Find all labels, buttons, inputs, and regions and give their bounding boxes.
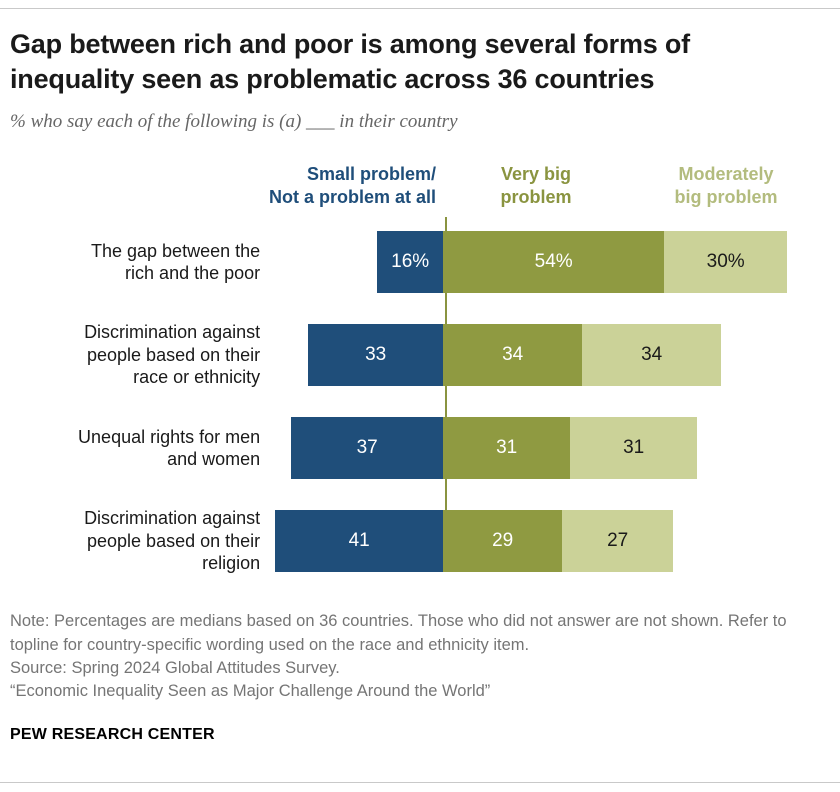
bar-value-label: 27 bbox=[607, 530, 629, 552]
bar-chart: The gap between the rich and the poor 16%… bbox=[10, 217, 830, 574]
legend-moderately-big-problem-line1: Moderately bbox=[678, 164, 774, 185]
chart-row: Unequal rights for men and women 37 31 31 bbox=[10, 417, 830, 480]
legend-moderately-big-problem-line2: big problem bbox=[674, 186, 778, 207]
bar-segment-moderately-big-problem: 34 bbox=[582, 324, 722, 387]
bar-value-label: 34 bbox=[502, 344, 524, 366]
bar-segment-very-big-problem: 54% bbox=[443, 231, 665, 294]
chart-title: Gap between rich and poor is among sever… bbox=[10, 29, 690, 95]
legend-very-big-problem-line1: Very big bbox=[500, 164, 572, 185]
bar-segment-very-big-problem: 31 bbox=[443, 417, 571, 480]
legend-small-problem-line2: Not a problem at all bbox=[268, 186, 436, 207]
bar-value-label: 16% bbox=[391, 251, 430, 273]
bar-segment-moderately-big-problem: 27 bbox=[562, 510, 674, 573]
note-text: Note: Percentages are medians based on 3… bbox=[10, 612, 787, 654]
bar-segment-small-problem: 16% bbox=[377, 231, 444, 294]
bar-area: 33 34 34 bbox=[274, 324, 830, 387]
chart-subtitle: % who say each of the following is (a) _… bbox=[10, 111, 458, 133]
bar-value-label: 30% bbox=[706, 251, 745, 273]
source-text: Source: Spring 2024 Global Attitudes Sur… bbox=[10, 659, 340, 678]
top-rule bbox=[0, 8, 840, 9]
report-title-text: “Economic Inequality Seen as Major Chall… bbox=[10, 682, 491, 701]
category-label: The gap between the rich and the poor bbox=[91, 240, 261, 284]
bar-segment-very-big-problem: 29 bbox=[443, 510, 563, 573]
axis-divider-line bbox=[445, 217, 447, 573]
legend-very-big-problem: Very big problem bbox=[436, 163, 636, 208]
bar-value-label: 29 bbox=[492, 530, 514, 552]
bar-segment-small-problem: 41 bbox=[275, 510, 444, 573]
bottom-rule bbox=[0, 782, 840, 783]
bar-value-label: 31 bbox=[623, 437, 645, 459]
bar-value-label: 31 bbox=[496, 437, 518, 459]
bar-area: 37 31 31 bbox=[274, 417, 830, 480]
category-label: Discrimination against people based on t… bbox=[84, 508, 261, 574]
chart-row: Discrimination against people based on t… bbox=[10, 508, 830, 574]
bar-area: 16% 54% 30% bbox=[274, 231, 830, 294]
bar-value-label: 54% bbox=[534, 251, 573, 273]
bar-value-label: 33 bbox=[365, 344, 387, 366]
chart-notes: Note: Percentages are medians based on 3… bbox=[10, 610, 826, 704]
category-label: Unequal rights for men and women bbox=[78, 426, 261, 470]
legend: Small problem/ Not a problem at all Very… bbox=[269, 163, 836, 219]
legend-moderately-big-problem: Moderately big problem bbox=[631, 163, 821, 208]
bar-value-label: 37 bbox=[356, 437, 378, 459]
bar-segment-small-problem: 33 bbox=[308, 324, 444, 387]
chart-row: The gap between the rich and the poor 16%… bbox=[10, 231, 830, 294]
legend-small-problem: Small problem/ Not a problem at all bbox=[196, 163, 436, 208]
bar-area: 41 29 27 bbox=[274, 510, 830, 573]
chart-row: Discrimination against people based on t… bbox=[10, 322, 830, 388]
category-label: Discrimination against people based on t… bbox=[84, 322, 261, 388]
legend-small-problem-line1: Small problem/ bbox=[306, 164, 436, 185]
pew-research-center-wordmark: PEW RESEARCH CENTER bbox=[10, 725, 215, 743]
bar-segment-small-problem: 37 bbox=[291, 417, 444, 480]
bar-segment-moderately-big-problem: 31 bbox=[570, 417, 698, 480]
bar-value-label: 41 bbox=[348, 530, 370, 552]
bar-value-label: 34 bbox=[641, 344, 663, 366]
legend-very-big-problem-line2: problem bbox=[500, 186, 572, 207]
bar-segment-moderately-big-problem: 30% bbox=[664, 231, 788, 294]
bar-segment-very-big-problem: 34 bbox=[443, 324, 583, 387]
